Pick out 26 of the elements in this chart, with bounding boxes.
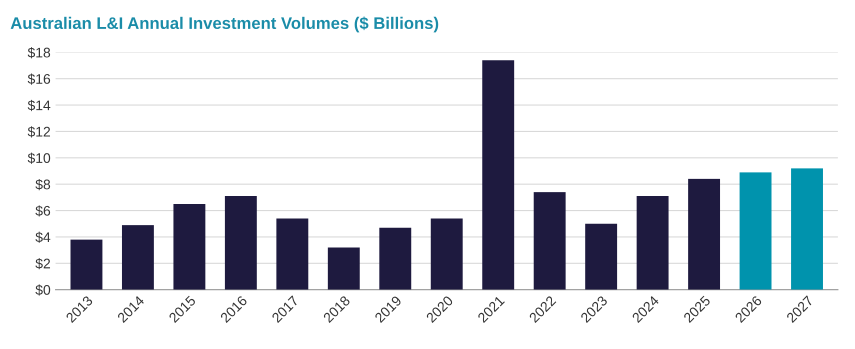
bar [585,224,618,290]
bar [379,228,412,290]
bar [224,196,257,290]
y-tick-label: $0 [35,284,50,296]
bar [173,204,206,290]
bar [636,196,669,290]
chart-title: Australian L&I Annual Investment Volumes ($ Billions) [10,16,438,32]
bar [791,168,823,290]
y-tick-label: $2 [35,258,50,270]
y-tick-label: $8 [35,178,50,190]
y-tick-label: $6 [35,205,50,217]
bar [688,178,720,290]
y-tick-label: $16 [28,73,50,85]
bar [70,240,102,290]
bar [430,218,463,290]
y-tick-label: $4 [35,232,50,243]
bar [328,247,360,290]
bar [276,218,308,290]
bar [534,192,566,290]
bar [122,225,154,290]
bar [740,172,772,290]
bar [482,60,514,290]
y-tick-label: $18 [28,47,50,58]
y-tick-label: $10 [28,152,50,164]
y-tick-label: $14 [28,100,50,112]
y-tick-label: $12 [28,126,50,138]
